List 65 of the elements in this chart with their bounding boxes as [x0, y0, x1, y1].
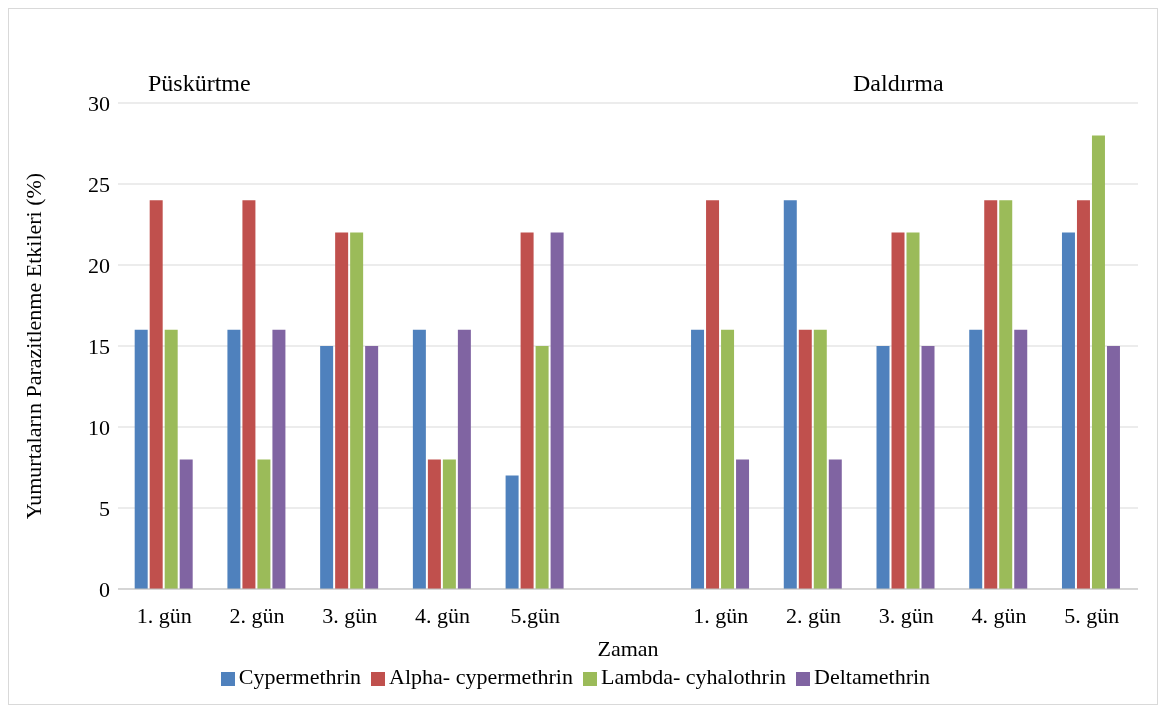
bar [335, 232, 349, 589]
bar [365, 346, 379, 589]
x-tick-label: 5.gün [510, 602, 561, 628]
bar [828, 459, 842, 589]
y-axis-title: Yumurtaların Parazitlenme Etkileri (%) [20, 172, 46, 520]
x-tick-label: 3. gün [878, 602, 934, 628]
y-tick-label: 5 [99, 495, 110, 521]
bar [1061, 232, 1075, 589]
bar [1091, 135, 1105, 589]
bar [783, 200, 797, 589]
bar [876, 346, 890, 589]
legend-label: Alpha- cypermethrin [389, 664, 573, 689]
bar [412, 329, 426, 589]
bar [736, 459, 750, 589]
bar [442, 459, 456, 589]
bar [505, 475, 519, 589]
bar [721, 329, 735, 589]
bar [813, 329, 827, 589]
bar [227, 329, 241, 589]
bar [535, 346, 549, 589]
bar [984, 200, 998, 589]
legend-label: Lambda- cyhalothrin [600, 664, 787, 689]
bar [427, 459, 441, 589]
x-tick-label: 4. gün [415, 602, 471, 628]
bar [164, 329, 178, 589]
bar [134, 329, 148, 589]
x-tick-label: 3. gün [322, 602, 378, 628]
bar [1076, 200, 1090, 589]
x-tick-label: 2. gün [785, 602, 841, 628]
bar [691, 329, 705, 589]
bar [999, 200, 1013, 589]
bar [272, 329, 286, 589]
bar [257, 459, 271, 589]
x-tick-label: 1. gün [136, 602, 192, 628]
bar [350, 232, 364, 589]
y-tick-label: 15 [88, 333, 110, 359]
bar [798, 329, 812, 589]
y-tick-label: 20 [88, 252, 110, 278]
text: Püskürtme [148, 70, 251, 97]
legend-label: Deltamethrin [814, 664, 931, 689]
text: Daldırma [853, 70, 944, 97]
bar [969, 329, 983, 589]
bar [320, 346, 334, 589]
x-tick-label: 5. gün [1064, 602, 1120, 628]
bar [550, 232, 564, 589]
x-tick-label: 2. gün [229, 602, 285, 628]
y-tick-label: 0 [99, 576, 110, 602]
bar [891, 232, 905, 589]
y-tick-label: 30 [88, 90, 110, 116]
bar [179, 459, 193, 589]
bar [520, 232, 534, 589]
x-tick-label: 1. gün [693, 602, 749, 628]
legend-label: Cypermethrin [238, 664, 362, 689]
bar [906, 232, 920, 589]
bar [242, 200, 256, 589]
y-tick-label: 25 [88, 171, 110, 197]
x-axis-title: Zaman [597, 636, 659, 661]
bar [1014, 329, 1028, 589]
bar [706, 200, 720, 589]
bar [1106, 346, 1120, 589]
bar [149, 200, 163, 589]
y-tick-label: 10 [88, 414, 110, 440]
x-tick-label: 4. gün [971, 602, 1027, 628]
bar [457, 329, 471, 589]
bar [921, 346, 935, 589]
